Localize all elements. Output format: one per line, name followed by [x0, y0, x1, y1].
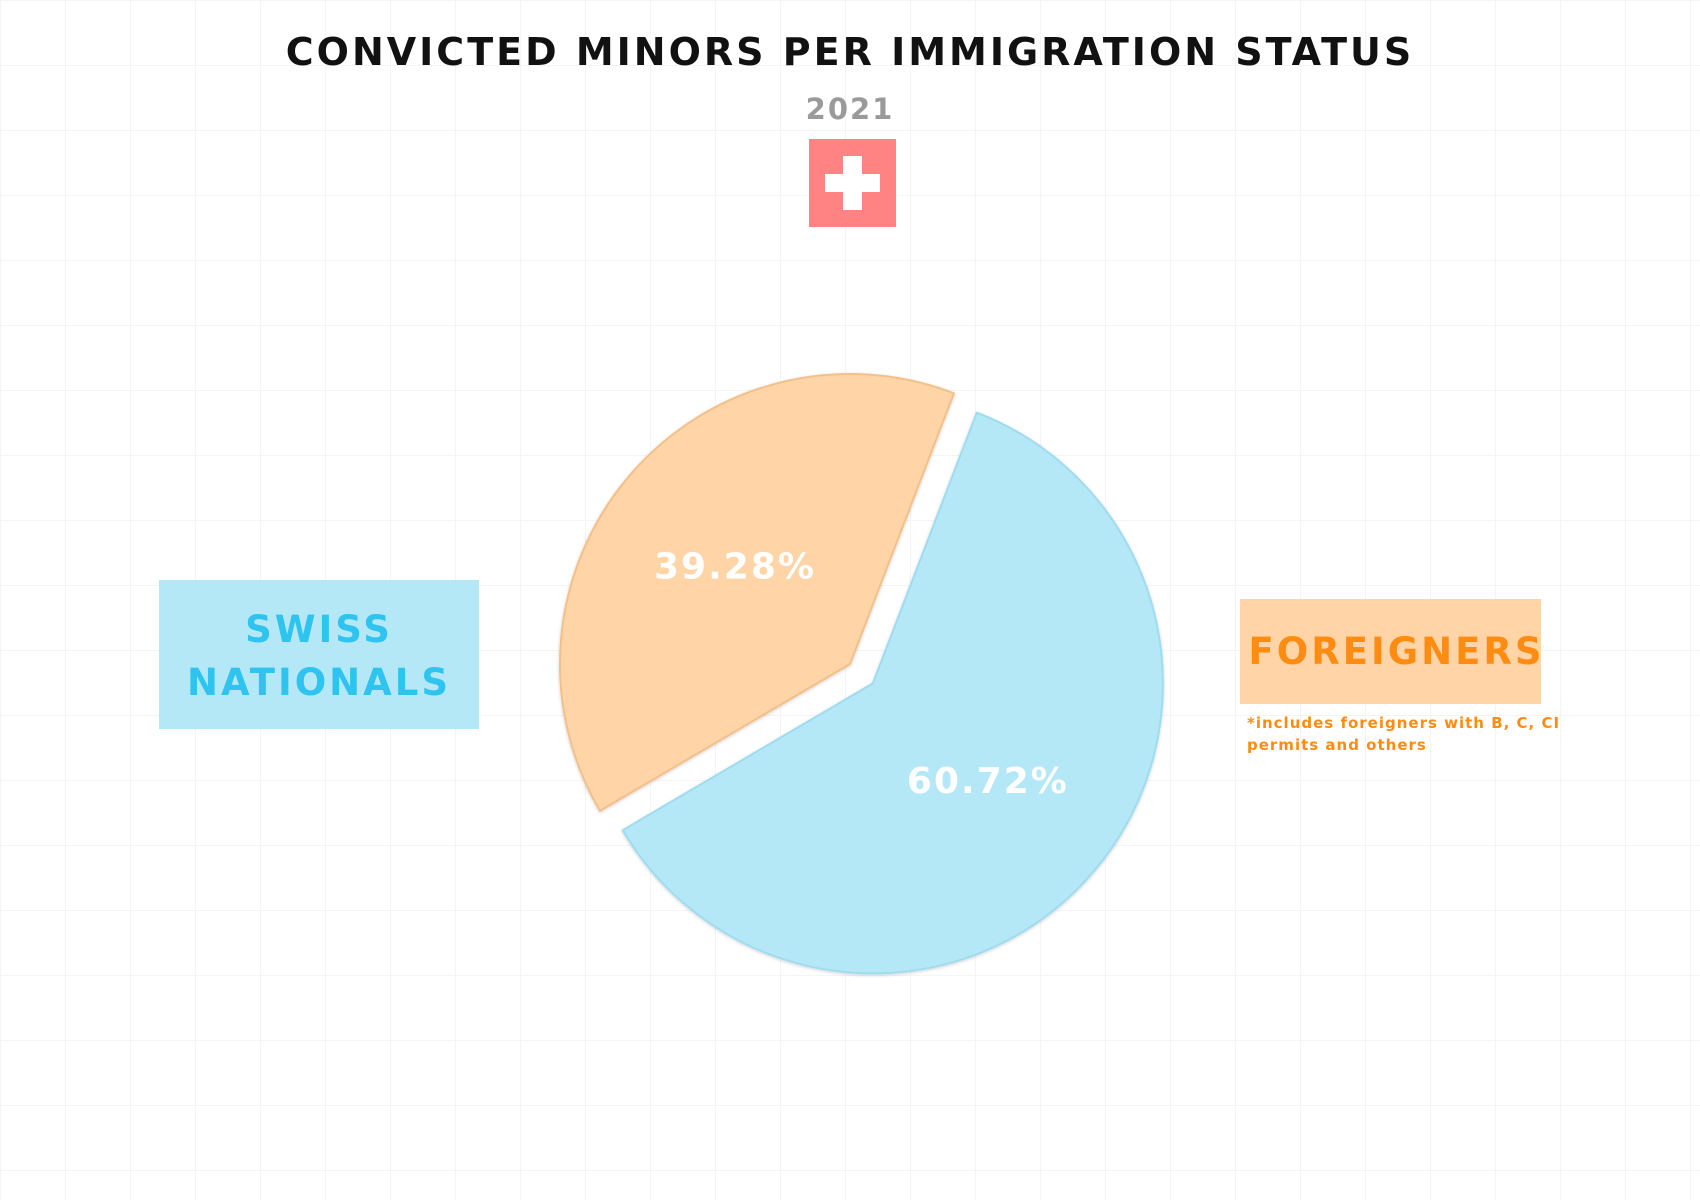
legend-swiss-nationals: SWISS NATIONALS — [159, 580, 479, 729]
swiss-flag-icon — [809, 139, 896, 227]
legend-foreigners: FOREIGNERS — [1240, 599, 1542, 704]
chart-title: CONVICTED MINORS PER IMMIGRATION STATUS — [285, 30, 1415, 74]
data-label-foreigners: 39.28% — [654, 546, 816, 587]
data-label-swiss-nationals: 60.72% — [907, 761, 1069, 802]
pie-slice-swiss-nationals — [621, 411, 1164, 975]
chart-subtitle: 2021 — [805, 92, 895, 126]
pie-slice-foreigners — [559, 373, 955, 812]
footnote: *includes foreigners with B, C, CI permi… — [1247, 714, 1561, 754]
